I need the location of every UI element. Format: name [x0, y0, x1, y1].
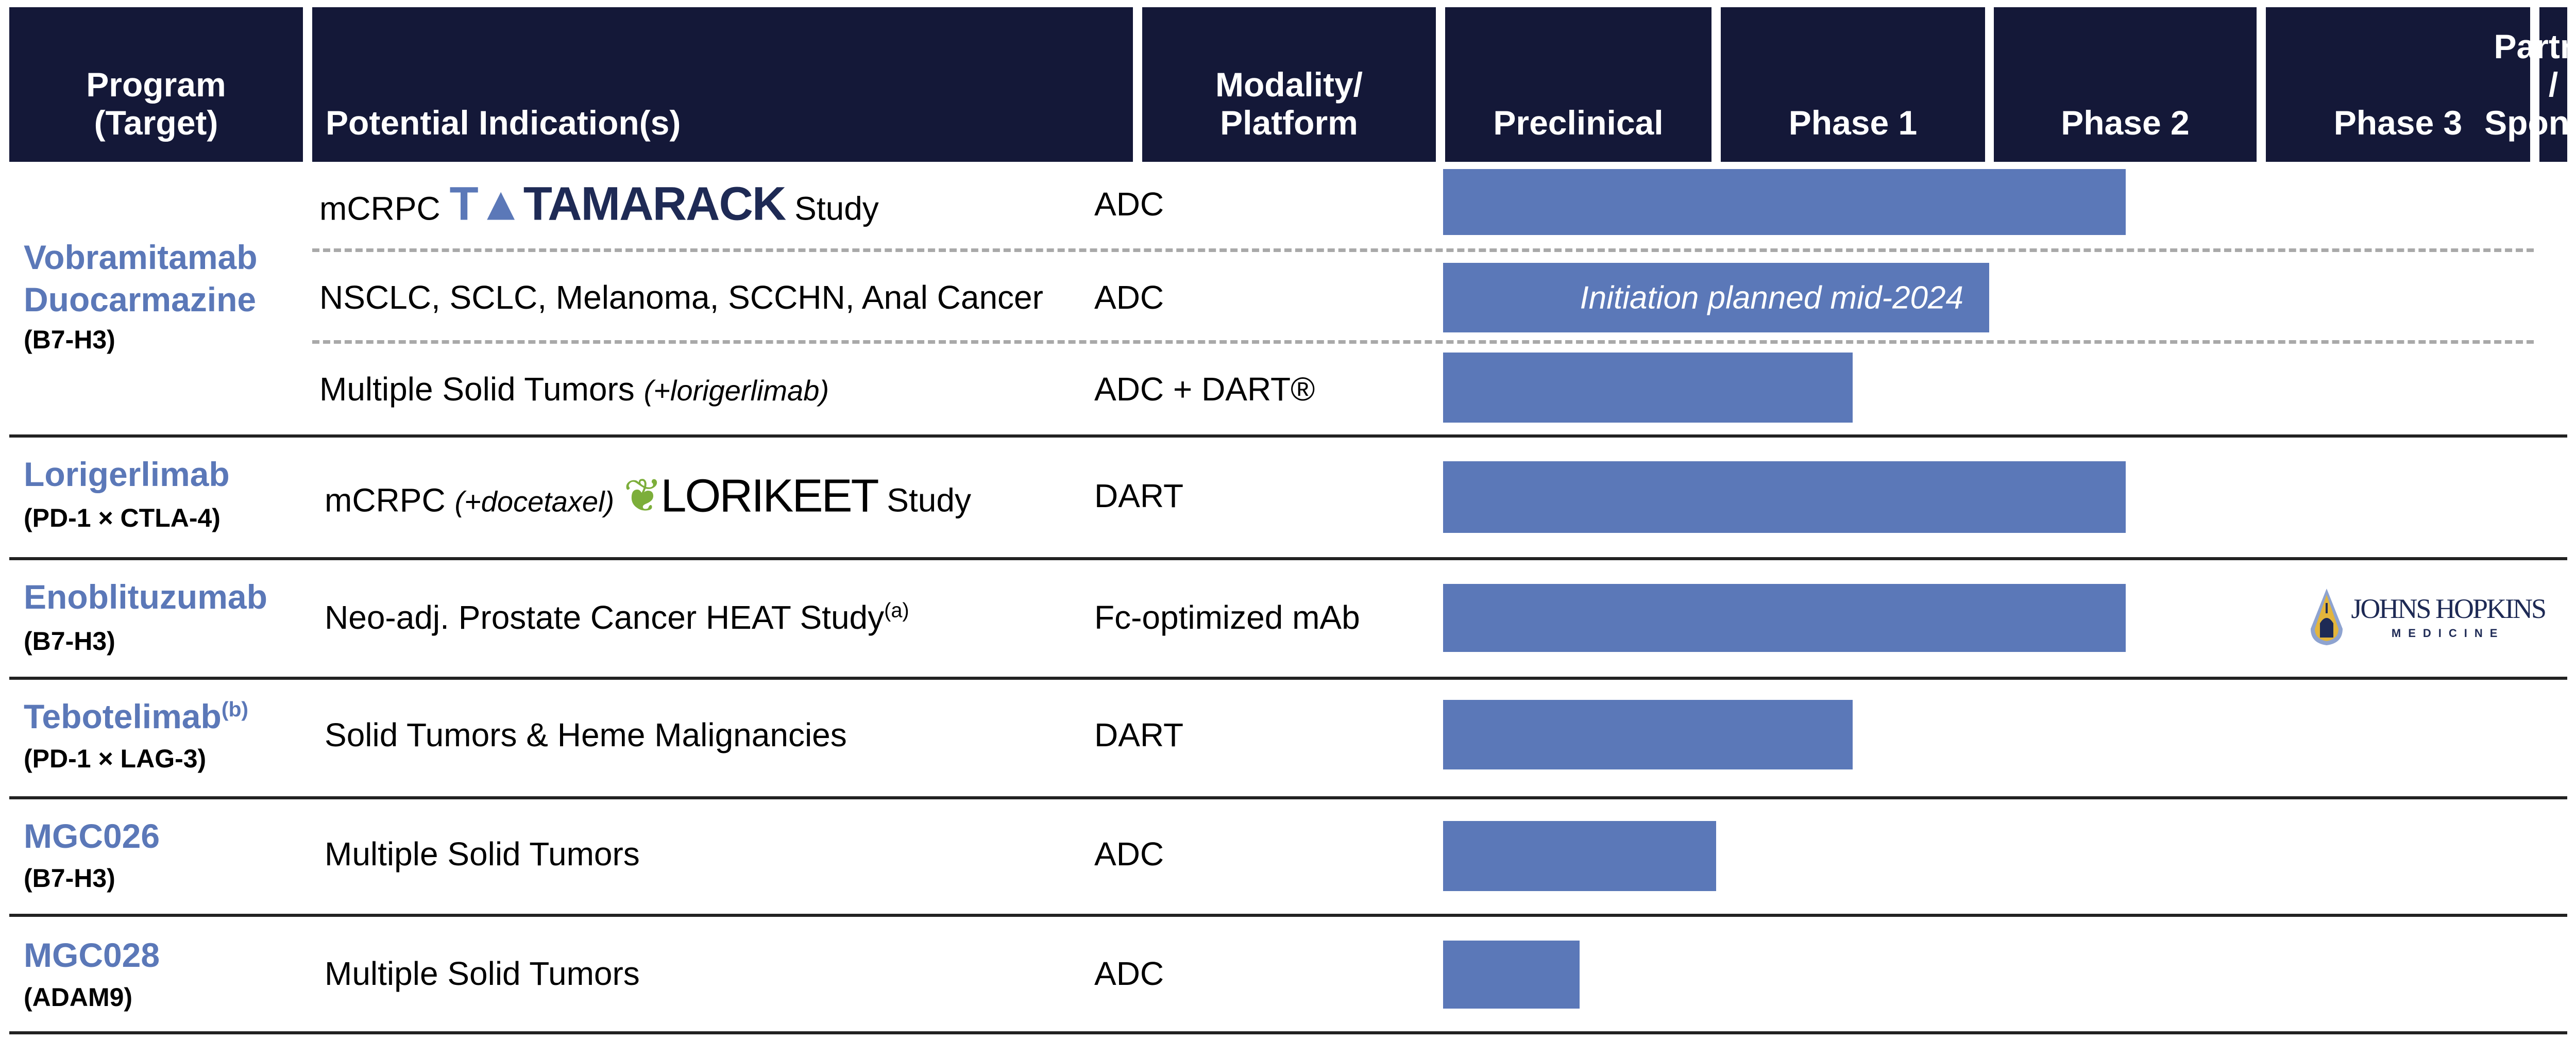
progress-bar — [1443, 700, 1853, 769]
tamarack-logo: T▲TAMARACK — [449, 177, 787, 230]
indication-text: Multiple Solid Tumors — [319, 371, 635, 408]
modality: Fc-optimized mAb — [1094, 599, 1360, 636]
modality: ADC — [1094, 279, 1164, 316]
program-target: (PD-1 × CTLA-4) — [24, 504, 221, 532]
header-text: Phase 3 — [2333, 104, 2463, 142]
indication: Multiple Solid Tumors — [325, 835, 640, 873]
program-name: Lorigerlimab — [24, 455, 230, 493]
header-program: Program (Target) — [9, 7, 303, 162]
header-text: Platform — [1220, 104, 1358, 142]
row-divider — [9, 1031, 2567, 1034]
program-target: (B7-H3) — [24, 325, 115, 354]
indication: Multiple Solid Tumors (+lorigerlimab) — [319, 370, 829, 408]
header-phase3: Phase 3 — [2266, 7, 2530, 162]
footnote-marker: (b) — [221, 697, 249, 721]
indication: Multiple Solid Tumors — [325, 955, 640, 992]
header-text: Modality/ — [1215, 65, 1363, 104]
indication-text: mCRPC — [319, 190, 440, 227]
program-name: Tebotelimab(b) — [24, 697, 248, 736]
modality: ADC + DART® — [1094, 371, 1315, 408]
program-target: (B7-H3) — [24, 864, 115, 893]
logo-text: LORIKEET — [660, 470, 879, 522]
header-text: (Target) — [94, 104, 218, 142]
modality: ADC — [1094, 835, 1164, 873]
progress-bar — [1443, 353, 1853, 423]
bird-icon: ❦ — [623, 470, 662, 522]
header-text: Preclinical — [1493, 104, 1664, 142]
program-name: Duocarmazine — [24, 280, 257, 319]
program-target: (ADAM9) — [24, 983, 133, 1012]
lorikeet-logo: ❦LORIKEET — [623, 470, 879, 522]
partner-name: JOHNS HOPKINS — [2351, 593, 2547, 624]
footnote-marker: (a) — [884, 599, 909, 622]
johns-hopkins-logo: JOHNS HOPKINS MEDICINE — [2309, 588, 2547, 647]
program-name: Enoblituzumab — [24, 578, 267, 616]
row-divider — [9, 796, 2567, 799]
header-text: Sponsor — [2484, 104, 2576, 142]
header-phase2: Phase 2 — [1994, 7, 2257, 162]
bar-note: Initiation planned mid-2024 — [1580, 280, 1963, 315]
program-name: MGC028 — [24, 936, 160, 974]
row-divider-dashed — [312, 248, 2534, 252]
indication: mCRPC (+docetaxel) ❦LORIKEET Study — [325, 469, 971, 523]
progress-bar — [1443, 941, 1580, 1009]
modality: DART — [1094, 477, 1184, 514]
progress-bar — [1443, 169, 2126, 235]
program-target: (B7-H3) — [24, 627, 115, 656]
header-text: Program — [86, 65, 226, 104]
progress-bar — [1443, 584, 2126, 652]
indication-text: Neo-adj. Prostate Cancer HEAT Study — [325, 599, 885, 636]
shield-dome-icon — [2311, 589, 2343, 645]
header-text: Phase 1 — [1788, 104, 1918, 142]
indication: NSCLC, SCLC, Melanoma, SCCHN, Anal Cance… — [319, 279, 1043, 316]
header-phase1: Phase 1 — [1721, 7, 1985, 162]
row-divider — [9, 557, 2567, 560]
progress-bar — [1443, 461, 2126, 533]
row-divider — [9, 434, 2567, 438]
row-divider — [9, 914, 2567, 917]
indication-suffix: Study — [887, 481, 971, 519]
header-text: Phase 2 — [2061, 104, 2190, 142]
indication-suffix: Study — [794, 190, 879, 227]
tree-icon: T▲ — [449, 177, 524, 230]
indication-text: mCRPC — [325, 481, 446, 519]
indication-combo: (+lorigerlimab) — [643, 374, 829, 407]
row-divider-dashed — [312, 340, 2534, 344]
header-preclinical: Preclinical — [1445, 7, 1711, 162]
modality: DART — [1094, 716, 1184, 753]
header-indication: Potential Indication(s) — [312, 7, 1133, 162]
modality: ADC — [1094, 186, 1164, 223]
header-text: Partner / — [2494, 27, 2576, 104]
program-name: Vobramitamab — [24, 238, 258, 276]
modality: ADC — [1094, 955, 1164, 992]
program-name-text: Tebotelimab — [24, 697, 222, 735]
progress-bar — [1443, 821, 1716, 891]
program-target: (PD-1 × LAG-3) — [24, 744, 207, 773]
row-divider — [9, 677, 2567, 680]
header-modality: Modality/Platform — [1142, 7, 1436, 162]
progress-bar: Initiation planned mid-2024 — [1443, 263, 1989, 332]
logo-text: TAMARACK — [523, 177, 787, 230]
program-name: MGC026 — [24, 817, 160, 855]
header-text: Potential Indication(s) — [326, 104, 681, 142]
indication: mCRPC T▲TAMARACK Study — [319, 177, 879, 231]
partner-sub: MEDICINE — [2391, 626, 2505, 640]
indication: Neo-adj. Prostate Cancer HEAT Study(a) — [325, 598, 909, 636]
header-partner: Partner /Sponsor — [2484, 7, 2576, 162]
indication: Solid Tumors & Heme Malignancies — [325, 716, 847, 753]
indication-combo: (+docetaxel) — [454, 485, 615, 518]
